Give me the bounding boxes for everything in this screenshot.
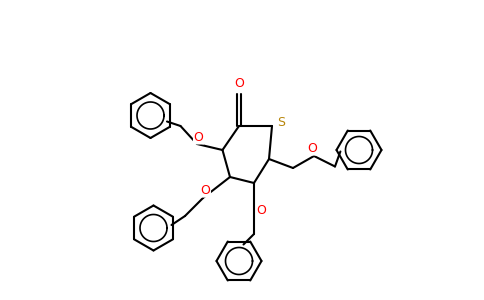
Text: O: O — [200, 184, 211, 197]
Text: O: O — [234, 77, 244, 91]
Text: S: S — [277, 116, 285, 129]
Text: O: O — [194, 131, 203, 144]
Text: O: O — [307, 142, 318, 155]
Text: O: O — [257, 203, 266, 217]
